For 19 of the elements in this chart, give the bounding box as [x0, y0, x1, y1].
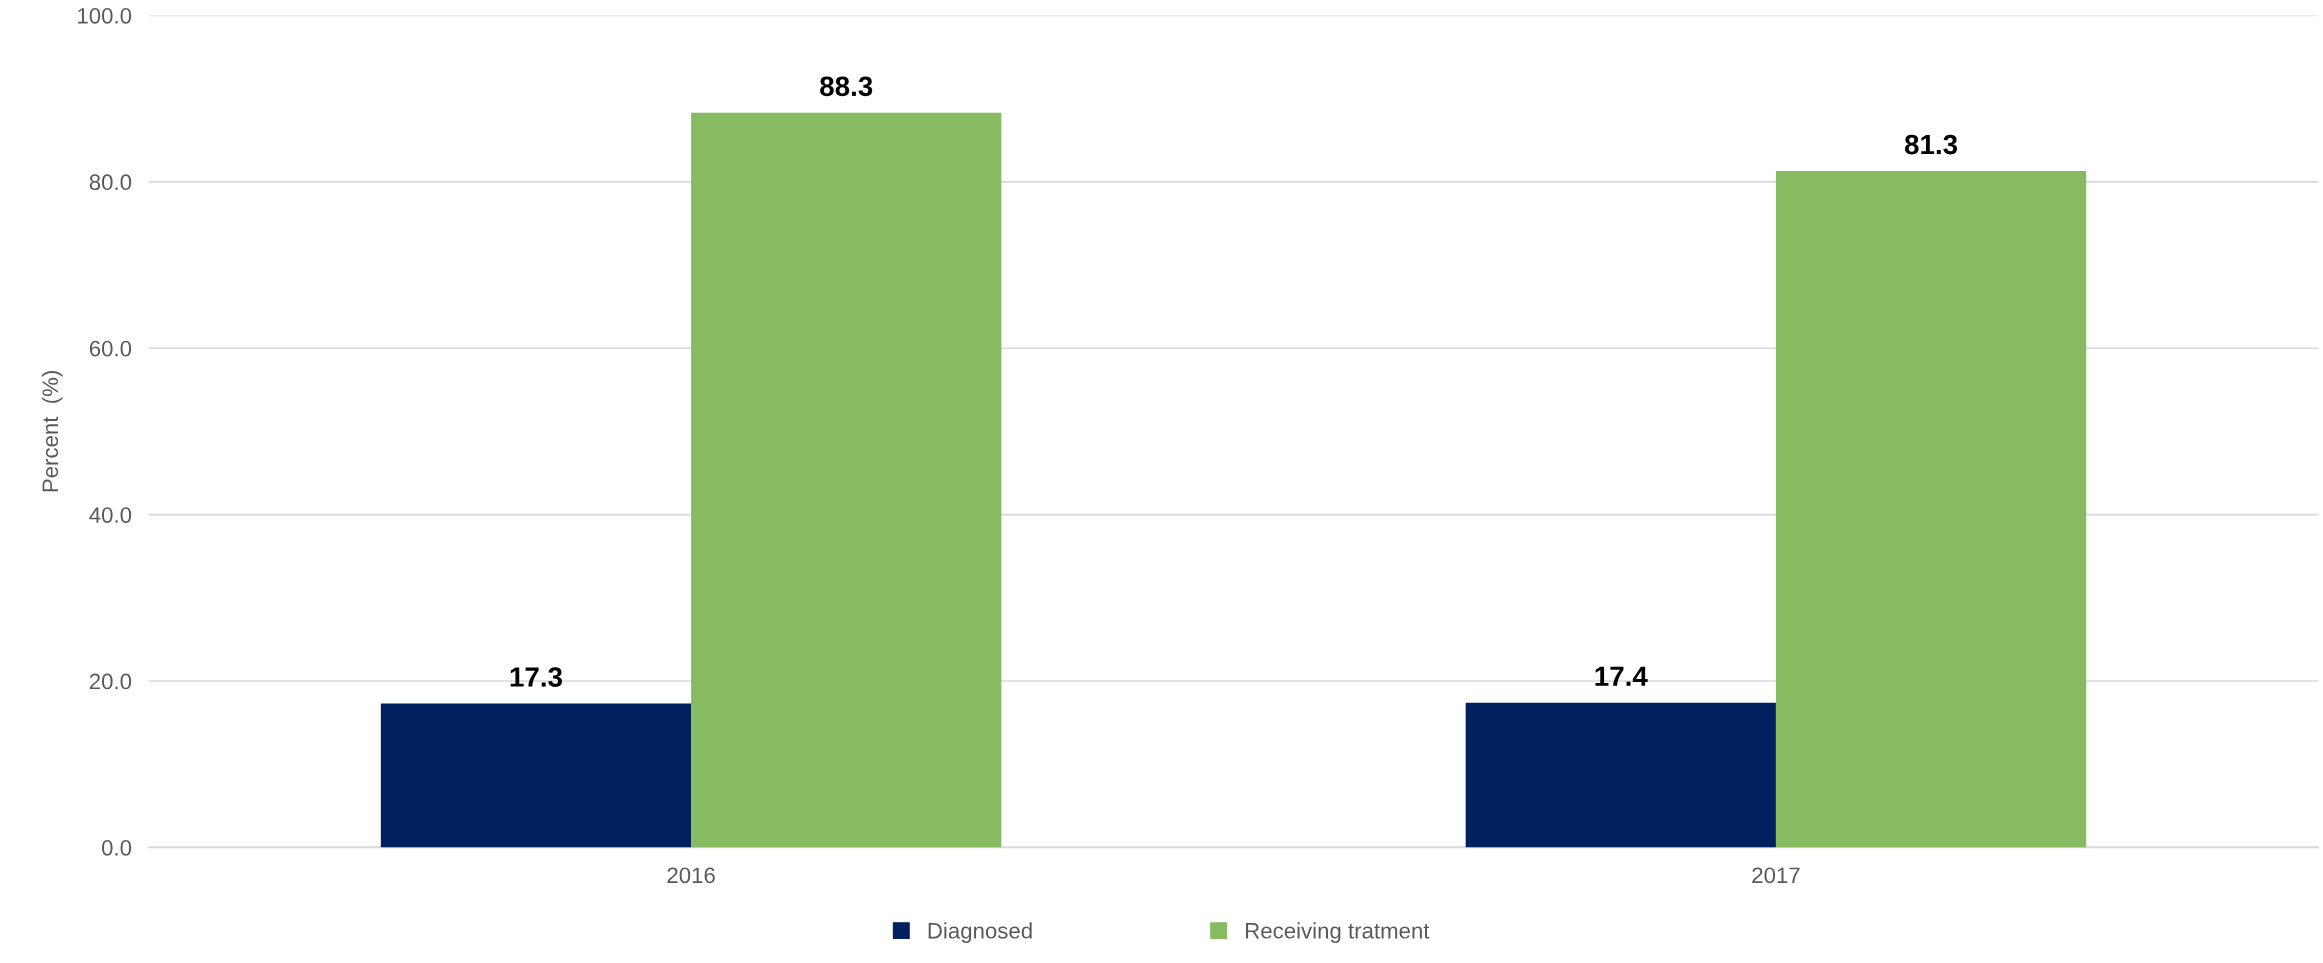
x-tick-label: 2017 — [1752, 867, 1800, 884]
y-tick-label: 40.0 — [89, 507, 132, 523]
bar — [691, 112, 1002, 848]
data-label: 81.3 — [1904, 134, 1958, 155]
y-axis-title: Percent (%) — [41, 371, 63, 492]
y-tick-label: 100.0 — [78, 7, 132, 24]
x-tick-label: 2016 — [667, 867, 715, 884]
bar — [1465, 702, 1776, 848]
y-tick-label: 0.0 — [101, 839, 132, 856]
data-label: 17.3 — [510, 667, 562, 687]
legend-label: Receiving tratment — [1246, 922, 1430, 943]
y-tick-label: 60.0 — [89, 340, 132, 357]
bar — [1775, 171, 2087, 848]
data-label: 88.3 — [820, 76, 873, 97]
bar — [380, 703, 692, 848]
data-label: 17.4 — [1595, 666, 1648, 686]
y-tick-label: 80.0 — [89, 174, 132, 191]
y-tick-label: 20.0 — [89, 673, 132, 690]
legend-label: Diagnosed — [928, 922, 1032, 943]
